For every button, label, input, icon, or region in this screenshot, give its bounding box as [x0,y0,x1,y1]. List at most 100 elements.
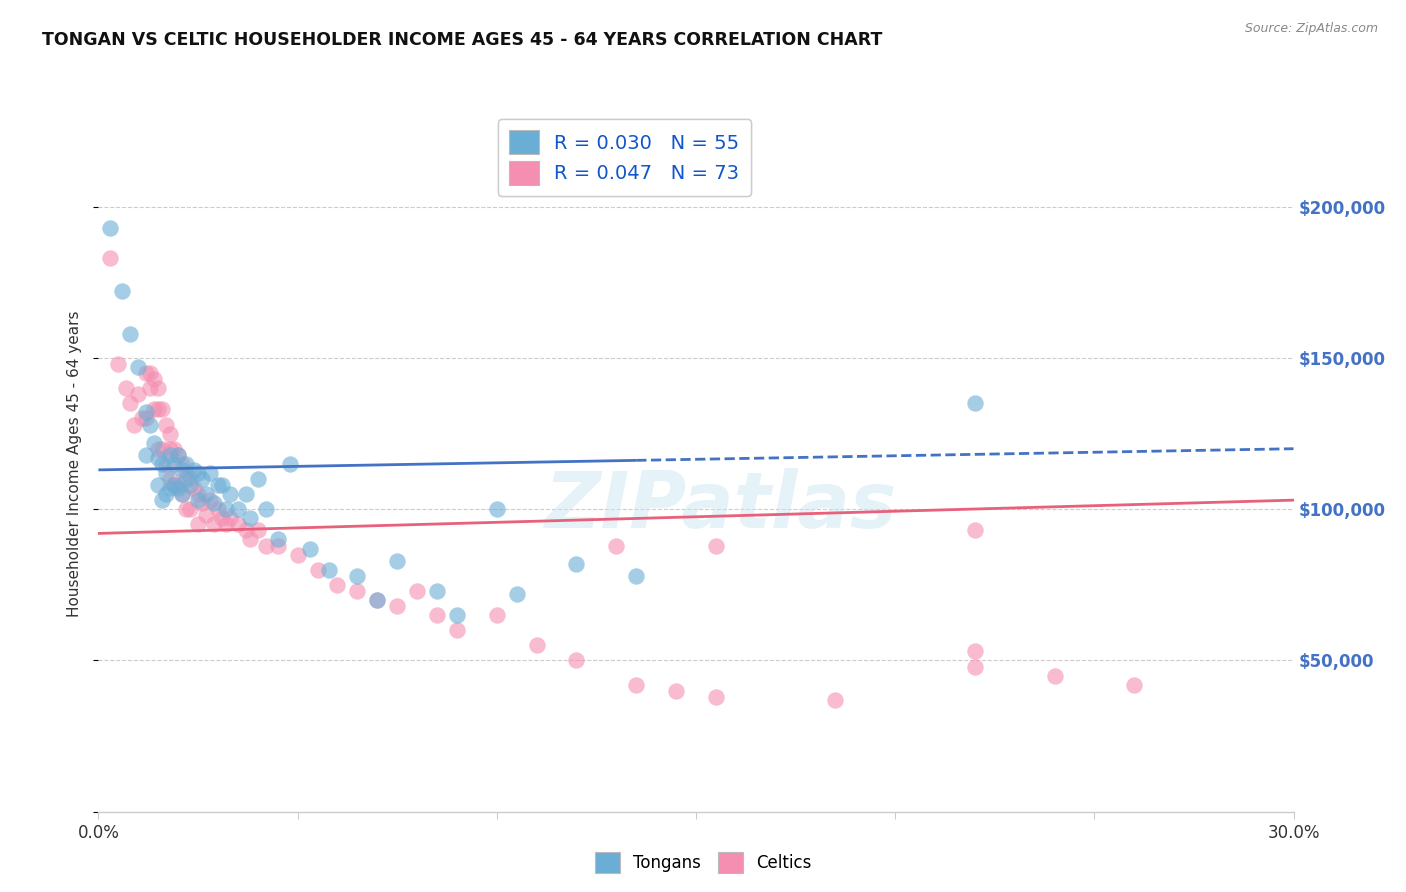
Point [159,472,181,486]
Point [267,533,290,547]
Point [278,457,301,471]
Point [195,508,218,523]
Point [963,524,986,538]
Point [226,517,249,532]
Point [446,608,468,623]
Point [1043,668,1066,682]
Point [150,442,173,456]
Text: TONGAN VS CELTIC HOUSEHOLDER INCOME AGES 45 - 64 YEARS CORRELATION CHART: TONGAN VS CELTIC HOUSEHOLDER INCOME AGES… [42,31,883,49]
Point [183,481,205,495]
Point [346,568,368,582]
Point [239,511,262,525]
Point [485,502,508,516]
Point [385,599,409,613]
Point [198,493,221,508]
Point [155,466,177,480]
Point [174,472,197,486]
Point [179,502,201,516]
Point [195,487,218,501]
Point [963,644,986,658]
Point [211,511,233,525]
Point [183,463,205,477]
Point [704,539,727,553]
Point [174,457,197,471]
Point [100,251,122,265]
Point [135,405,157,419]
Point [167,448,190,462]
Point [287,548,309,562]
Point [187,493,209,508]
Point [366,593,388,607]
Point [127,359,149,374]
Point [1123,678,1146,692]
Point [254,502,277,516]
Point [506,587,529,601]
Point [155,457,177,471]
Point [143,402,166,417]
Point [191,496,214,510]
Point [148,450,170,465]
Point [172,463,194,477]
Point [406,583,429,598]
Point [150,457,173,471]
Point [179,478,201,492]
Point [565,557,588,571]
Point [254,539,277,553]
Point [446,624,468,638]
Point [172,457,194,471]
Point [159,481,181,495]
Point [120,396,142,410]
Point [824,693,846,707]
Point [565,653,588,667]
Point [163,478,186,492]
Point [124,417,146,432]
Point [163,442,186,456]
Point [115,381,138,395]
Point [239,533,262,547]
Point [605,539,627,553]
Point [202,517,225,532]
Point [148,402,170,417]
Point [426,608,449,623]
Point [187,466,209,480]
Point [143,435,166,450]
Point [167,448,190,462]
Point [150,402,173,417]
Point [148,478,170,492]
Point [172,487,194,501]
Point [207,502,229,516]
Point [219,487,242,501]
Point [318,563,340,577]
Point [235,524,257,538]
Point [187,487,209,501]
Point [135,448,157,462]
Point [100,220,122,235]
Text: ZIPatlas: ZIPatlas [544,467,896,543]
Point [963,396,986,410]
Point [298,541,321,556]
Point [963,659,986,673]
Point [139,381,162,395]
Point [187,517,209,532]
Point [211,478,233,492]
Point [163,478,186,492]
Point [159,426,181,441]
Point [111,285,134,299]
Point [346,583,368,598]
Legend: Tongans, Celtics: Tongans, Celtics [588,846,818,880]
Point [246,524,269,538]
Point [167,478,190,492]
Point [107,357,129,371]
Point [326,578,349,592]
Point [219,511,242,525]
Point [139,366,162,380]
Point [202,496,225,510]
Point [143,372,166,386]
Legend: R = 0.030   N = 55, R = 0.047   N = 73: R = 0.030 N = 55, R = 0.047 N = 73 [498,119,751,196]
Point [163,457,186,471]
Point [215,502,238,516]
Point [426,583,449,598]
Point [135,366,157,380]
Point [307,563,329,577]
Text: Source: ZipAtlas.com: Source: ZipAtlas.com [1244,22,1378,36]
